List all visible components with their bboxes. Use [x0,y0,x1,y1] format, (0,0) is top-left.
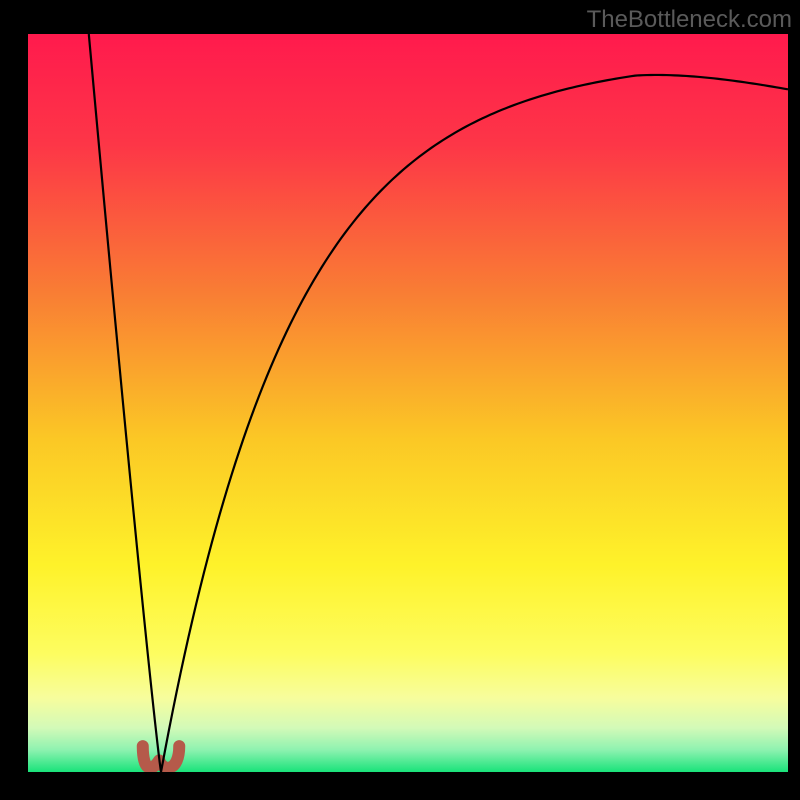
chart-svg [28,34,788,772]
watermark-text: TheBottleneck.com [587,6,792,34]
gradient-background [28,34,788,772]
chart-frame: TheBottleneck.com [0,0,800,800]
plot-area [28,34,788,772]
